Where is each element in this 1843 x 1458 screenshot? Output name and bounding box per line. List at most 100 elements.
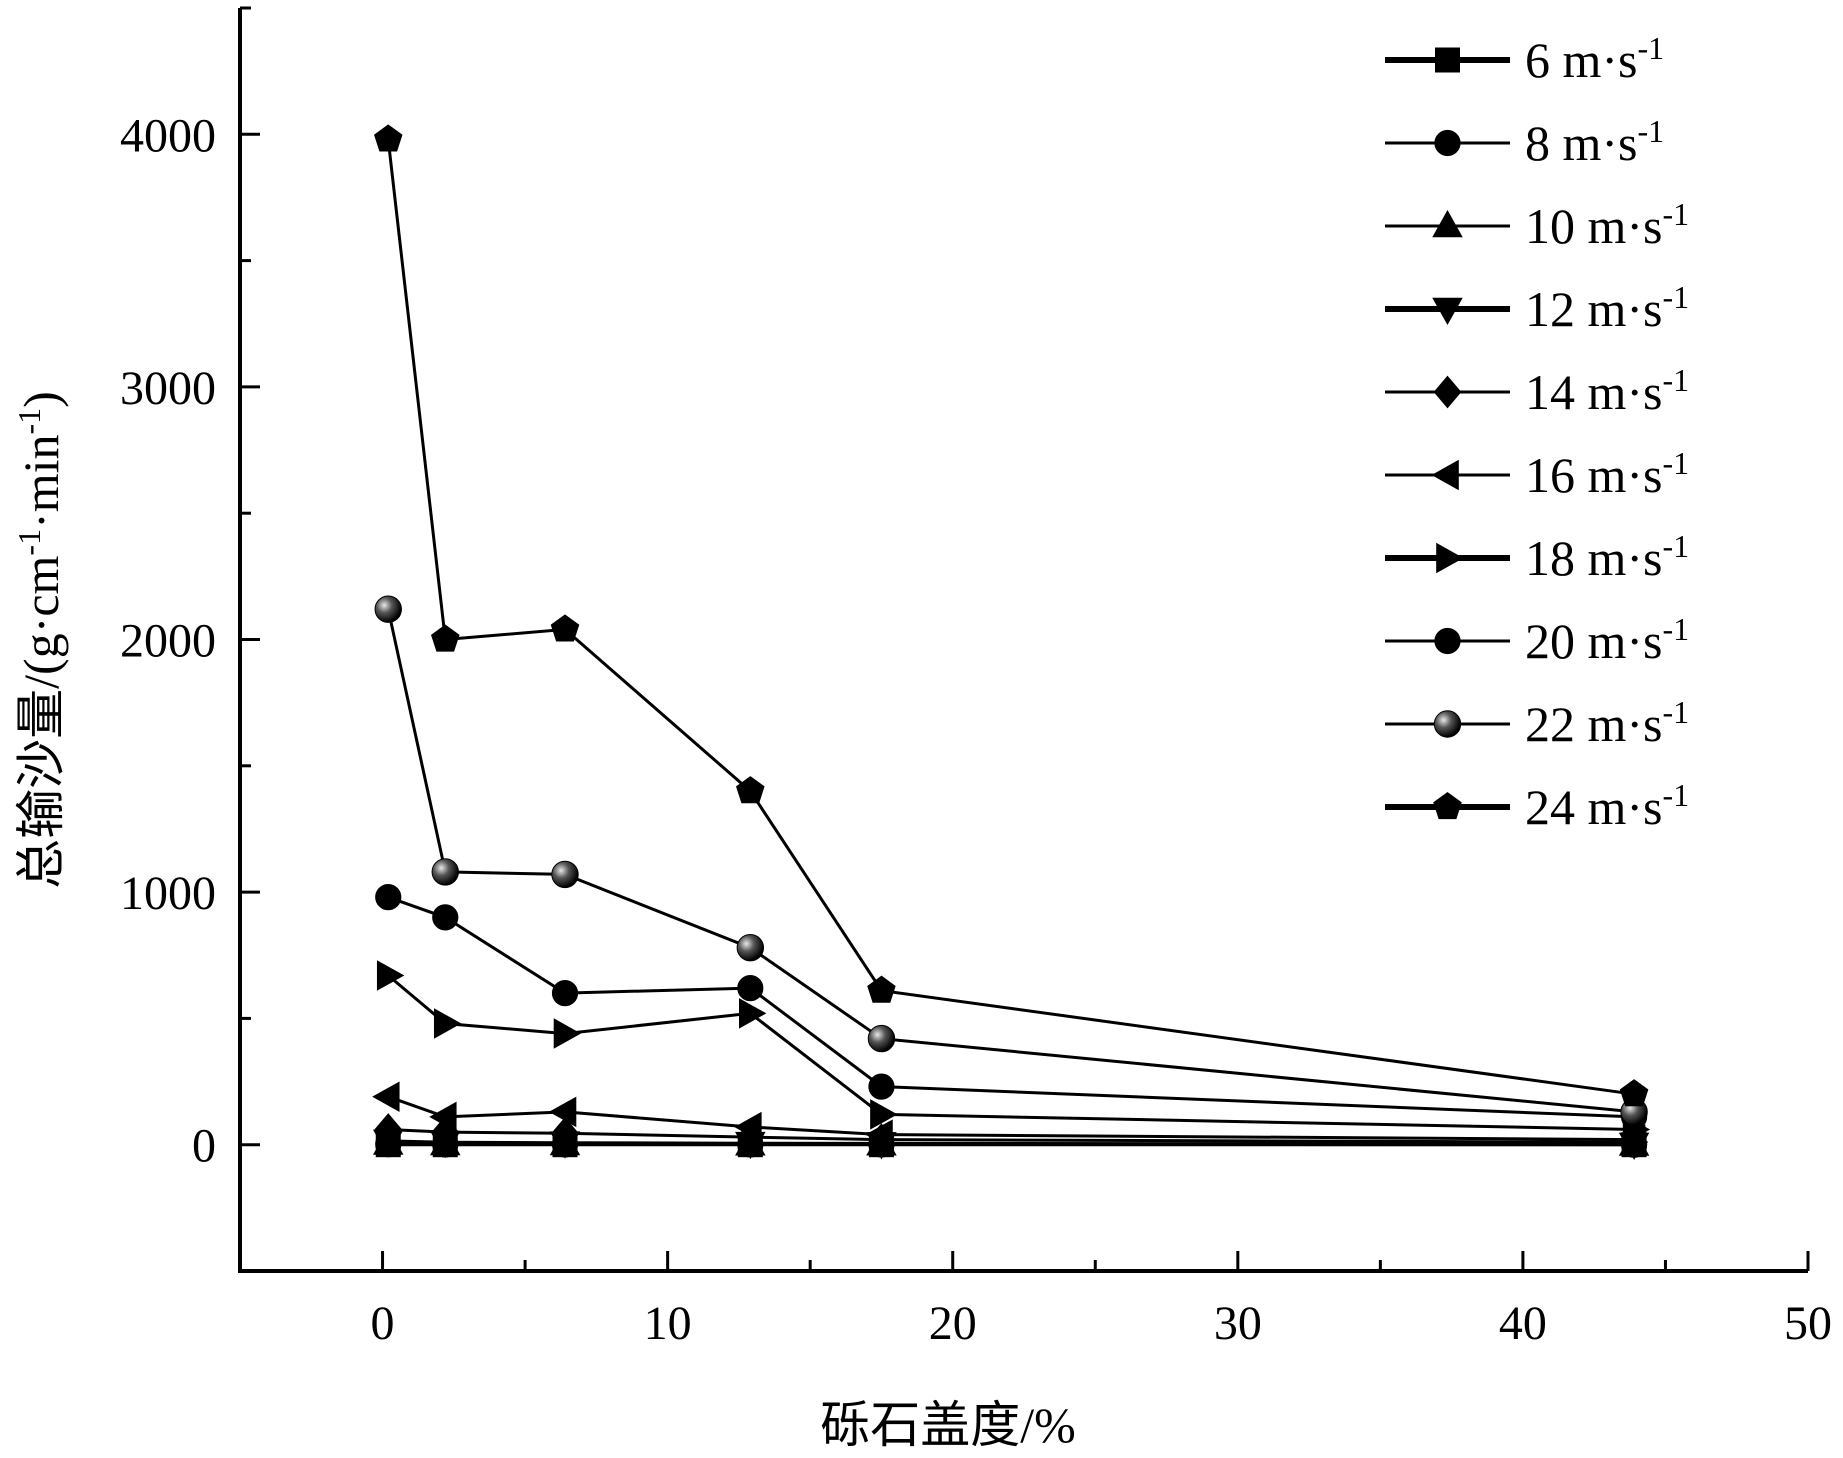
legend-marker <box>1431 459 1459 491</box>
x-tick-label: 20 <box>929 1297 977 1350</box>
series-9 <box>374 595 1648 1126</box>
legend-label-main: 22 m·s <box>1525 696 1663 752</box>
legend-label-main: 10 m·s <box>1525 198 1663 254</box>
legend-label: 6 m·s-1 <box>1525 30 1664 88</box>
data-point <box>739 998 767 1029</box>
legend-label: 8 m·s-1 <box>1525 113 1664 171</box>
legend-label-sup: -1 <box>1638 113 1665 149</box>
data-point <box>736 776 765 804</box>
x-tick-label: 0 <box>371 1297 395 1350</box>
data-point <box>372 1081 400 1112</box>
legend-item: 16 m·s-1 <box>1385 445 1689 503</box>
legend-marker <box>1432 297 1463 326</box>
legend-label-main: 24 m·s <box>1525 779 1663 835</box>
x-tick-label: 40 <box>1499 1297 1547 1350</box>
legend-marker <box>1433 710 1462 738</box>
y-axis-title-main: 总输沙量/(g·cm <box>13 555 69 888</box>
y-tick-label: 1000 <box>120 867 216 920</box>
legend-label-sup: -1 <box>1663 611 1690 647</box>
data-point <box>737 974 764 1002</box>
legend-item: 10 m·s-1 <box>1385 196 1689 254</box>
data-point <box>374 595 402 623</box>
y-axis-title-end: ) <box>13 391 69 408</box>
data-point <box>375 884 402 911</box>
legend-item: 14 m·s-1 <box>1385 362 1689 420</box>
x-axis-title: 砾石盖度/% <box>820 1397 1076 1453</box>
y-tick-label: 4000 <box>120 109 216 162</box>
data-point <box>548 1096 577 1128</box>
legend-item: 24 m·s-1 <box>1385 777 1689 835</box>
y-axis-title-mid: ·min <box>13 434 69 528</box>
legend-label-main: 14 m·s <box>1525 364 1663 420</box>
data-point <box>433 1008 462 1039</box>
series-line <box>386 608 1635 1114</box>
y-tick-label: 2000 <box>120 615 216 668</box>
legend-label: 10 m·s-1 <box>1525 196 1689 254</box>
series-layer <box>372 124 1651 1160</box>
data-point <box>374 1113 403 1146</box>
data-point <box>1619 1079 1649 1107</box>
x-tick-label: 50 <box>1784 1297 1832 1350</box>
legend-item: 12 m·s-1 <box>1385 279 1689 337</box>
data-point <box>865 1119 893 1150</box>
data-point <box>429 1101 457 1133</box>
series-10 <box>374 124 1649 1107</box>
legend-item: 8 m·s-1 <box>1385 113 1664 171</box>
y-axis-title-sup-1: -1 <box>11 529 47 556</box>
y-axis-title: 总输沙量/(g·cm-1·min-1) <box>11 391 69 889</box>
legend-marker <box>1435 47 1460 73</box>
data-point <box>736 933 765 962</box>
data-point <box>431 858 459 886</box>
data-point <box>376 960 405 991</box>
x-ticks: 0 10 20 30 40 50 <box>238 1251 1832 1350</box>
series-line <box>386 139 1635 1096</box>
legend-label: 18 m·s-1 <box>1525 528 1689 586</box>
legend-label: 20 m·s-1 <box>1525 611 1689 669</box>
legend-marker <box>1433 791 1462 820</box>
data-point <box>867 1024 896 1053</box>
y-ticks: 0 1000 2000 3000 4000 <box>120 6 260 1273</box>
y-axis-title-sup-2: -1 <box>11 408 47 435</box>
data-point <box>550 614 580 642</box>
legend-marker <box>1434 129 1461 157</box>
legend-label: 14 m·s-1 <box>1525 362 1689 420</box>
legend-label-sup: -1 <box>1663 279 1690 315</box>
legend-label-main: 18 m·s <box>1525 530 1663 586</box>
legend-item: 18 m·s-1 <box>1385 528 1689 586</box>
data-point <box>553 1018 582 1049</box>
data-point <box>374 124 403 152</box>
legend-item: 6 m·s-1 <box>1385 30 1664 88</box>
data-point <box>870 1099 898 1130</box>
series-line <box>388 1139 1635 1146</box>
y-tick-label: 3000 <box>120 362 216 415</box>
data-point <box>868 1073 895 1100</box>
data-point <box>734 1111 762 1143</box>
legend-label-main: 6 m·s <box>1525 32 1638 88</box>
legend-marker <box>1436 542 1464 574</box>
data-point <box>551 860 579 889</box>
legend-label-main: 16 m·s <box>1525 447 1663 503</box>
legend-label: 12 m·s-1 <box>1525 279 1689 337</box>
legend-label-sup: -1 <box>1663 528 1690 564</box>
legend-label: 22 m·s-1 <box>1525 694 1689 752</box>
legend-item: 22 m·s-1 <box>1385 694 1689 752</box>
data-point <box>431 624 460 652</box>
data-point <box>867 975 896 1003</box>
legend-marker <box>1434 627 1461 655</box>
legend-label-main: 20 m·s <box>1525 613 1663 669</box>
legend-label-main: 8 m·s <box>1525 115 1638 171</box>
x-tick-label: 30 <box>1214 1297 1262 1350</box>
legend-label-sup: -1 <box>1663 694 1690 730</box>
data-point <box>551 1116 579 1150</box>
legend-label-sup: -1 <box>1638 30 1665 66</box>
data-point <box>551 980 579 1007</box>
legend-label: 24 m·s-1 <box>1525 777 1689 835</box>
legend-marker <box>1432 209 1463 238</box>
legend-label-sup: -1 <box>1663 196 1690 232</box>
legend-label-sup: -1 <box>1663 777 1690 813</box>
legend-label-sup: -1 <box>1663 362 1690 398</box>
y-tick-label: 0 <box>192 1120 216 1173</box>
series-7 <box>376 960 1651 1145</box>
legend-label-sup: -1 <box>1663 445 1690 481</box>
